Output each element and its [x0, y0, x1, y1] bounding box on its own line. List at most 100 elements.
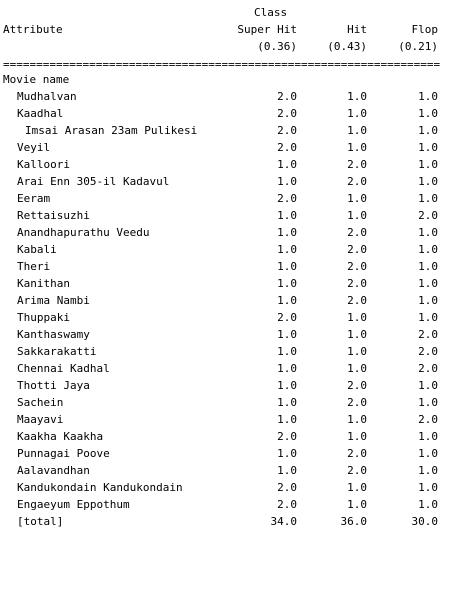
value-hit: 1.0: [347, 192, 367, 205]
movie-name: Kaadhal: [17, 107, 64, 120]
value-hit: 2.0: [347, 294, 367, 307]
value-hit: 2.0: [347, 396, 367, 409]
value-hit: 1.0: [347, 328, 367, 341]
value-super-hit: 2.0: [277, 498, 297, 511]
value-flop: 1.0: [418, 396, 438, 409]
value-super-hit: 1.0: [277, 158, 297, 171]
value-hit: 2.0: [347, 379, 367, 392]
attribute-label: Attribute: [3, 23, 63, 36]
class-label: Class: [254, 6, 288, 19]
value-super-hit: 1.0: [277, 175, 297, 188]
table-row: Eeram 2.0 1.0 1.0: [0, 190, 463, 207]
movie-name: Maayavi: [17, 413, 64, 426]
value-hit: 1.0: [347, 481, 367, 494]
value-super-hit: 1.0: [277, 413, 297, 426]
value-super-hit: 1.0: [277, 345, 297, 358]
value-hit: 2.0: [347, 464, 367, 477]
movie-name: Rettaisuzhi: [17, 209, 90, 222]
value-flop: 1.0: [418, 107, 438, 120]
value-super-hit: 1.0: [277, 226, 297, 239]
value-hit: 2.0: [347, 158, 367, 171]
class-header-row: Class: [0, 4, 463, 21]
movie-name: Veyil: [17, 141, 51, 154]
value-flop: 1.0: [418, 124, 438, 137]
naive-bayes-output-panel: Class Attribute Super Hit Hit Flop (0.36…: [0, 4, 463, 530]
prior-row: (0.36) (0.43) (0.21): [0, 38, 463, 55]
value-super-hit: 2.0: [277, 311, 297, 324]
movie-name: Kanthaswamy: [17, 328, 90, 341]
value-super-hit: 1.0: [277, 277, 297, 290]
value-super-hit: 1.0: [277, 294, 297, 307]
table-row: Kabali 1.0 2.0 1.0: [0, 241, 463, 258]
value-flop: 1.0: [418, 141, 438, 154]
section-label: Movie name: [3, 73, 70, 86]
column-header-super-hit: Super Hit: [237, 23, 297, 36]
table-row: Theri 1.0 2.0 1.0: [0, 258, 463, 275]
value-flop: 2.0: [418, 362, 438, 375]
table-row: Kalloori 1.0 2.0 1.0: [0, 156, 463, 173]
value-hit: 1.0: [347, 430, 367, 443]
value-flop: 1.0: [418, 226, 438, 239]
value-flop: 2.0: [418, 209, 438, 222]
value-super-hit: 1.0: [277, 328, 297, 341]
value-hit: 2.0: [347, 260, 367, 273]
movie-name: Kandukondain Kandukondain: [17, 481, 183, 494]
value-flop: 2.0: [418, 413, 438, 426]
value-super-hit: 1.0: [277, 464, 297, 477]
movie-name: Kanithan: [17, 277, 70, 290]
value-super-hit: 1.0: [277, 209, 297, 222]
movie-name: Arima Nambi: [17, 294, 90, 307]
movie-name: Eeram: [17, 192, 51, 205]
value-flop: 1.0: [418, 379, 438, 392]
table-row: Thotti Jaya 1.0 2.0 1.0: [0, 377, 463, 394]
movie-name: Kalloori: [17, 158, 70, 171]
table-row: Kaakha Kaakha 2.0 1.0 1.0: [0, 428, 463, 445]
prior-flop: (0.21): [398, 40, 438, 53]
value-flop: 1.0: [418, 243, 438, 256]
value-flop: 1.0: [418, 294, 438, 307]
table-row: Thuppaki 2.0 1.0 1.0: [0, 309, 463, 326]
movie-name: Sakkarakatti: [17, 345, 97, 358]
value-super-hit: 2.0: [277, 124, 297, 137]
value-hit: 1.0: [347, 90, 367, 103]
table-row: Anandhapurathu Veedu 1.0 2.0 1.0: [0, 224, 463, 241]
value-hit: 1.0: [347, 107, 367, 120]
table-row: Kanithan 1.0 2.0 1.0: [0, 275, 463, 292]
value-hit: 1.0: [347, 141, 367, 154]
value-super-hit: 2.0: [277, 192, 297, 205]
column-header-flop: Flop: [411, 23, 439, 36]
value-super-hit: 1.0: [277, 243, 297, 256]
table-row: Engaeyum Eppothum 2.0 1.0 1.0: [0, 496, 463, 513]
total-row: [total] 34.0 36.0 30.0: [0, 513, 463, 530]
value-flop: 1.0: [418, 430, 438, 443]
value-super-hit: 2.0: [277, 481, 297, 494]
table-row: Veyil 2.0 1.0 1.0: [0, 139, 463, 156]
table-row: Chennai Kadhal 1.0 1.0 2.0: [0, 360, 463, 377]
table-row: Kandukondain Kandukondain 2.0 1.0 1.0: [0, 479, 463, 496]
movie-name: Aalavandhan: [17, 464, 90, 477]
value-hit: 1.0: [347, 345, 367, 358]
prior-super-hit: (0.36): [257, 40, 297, 53]
value-super-hit: 1.0: [277, 447, 297, 460]
value-flop: 1.0: [418, 447, 438, 460]
movie-name: Sachein: [17, 396, 64, 409]
value-hit: 2.0: [347, 226, 367, 239]
value-flop: 1.0: [418, 260, 438, 273]
movie-name: Chennai Kadhal: [17, 362, 110, 375]
value-super-hit: 2.0: [277, 90, 297, 103]
table-row: Punnagai Poove 1.0 2.0 1.0: [0, 445, 463, 462]
value-hit: 1.0: [347, 498, 367, 511]
total-hit: 36.0: [340, 515, 368, 528]
value-super-hit: 2.0: [277, 107, 297, 120]
table-row: Sakkarakatti 1.0 1.0 2.0: [0, 343, 463, 360]
movie-name: Theri: [17, 260, 51, 273]
movie-name: Thotti Jaya: [17, 379, 90, 392]
value-flop: 1.0: [418, 464, 438, 477]
value-flop: 2.0: [418, 328, 438, 341]
value-hit: 2.0: [347, 447, 367, 460]
value-hit: 1.0: [347, 413, 367, 426]
value-hit: 1.0: [347, 124, 367, 137]
value-super-hit: 2.0: [277, 141, 297, 154]
table-row: Aalavandhan 1.0 2.0 1.0: [0, 462, 463, 479]
total-flop: 30.0: [411, 515, 439, 528]
